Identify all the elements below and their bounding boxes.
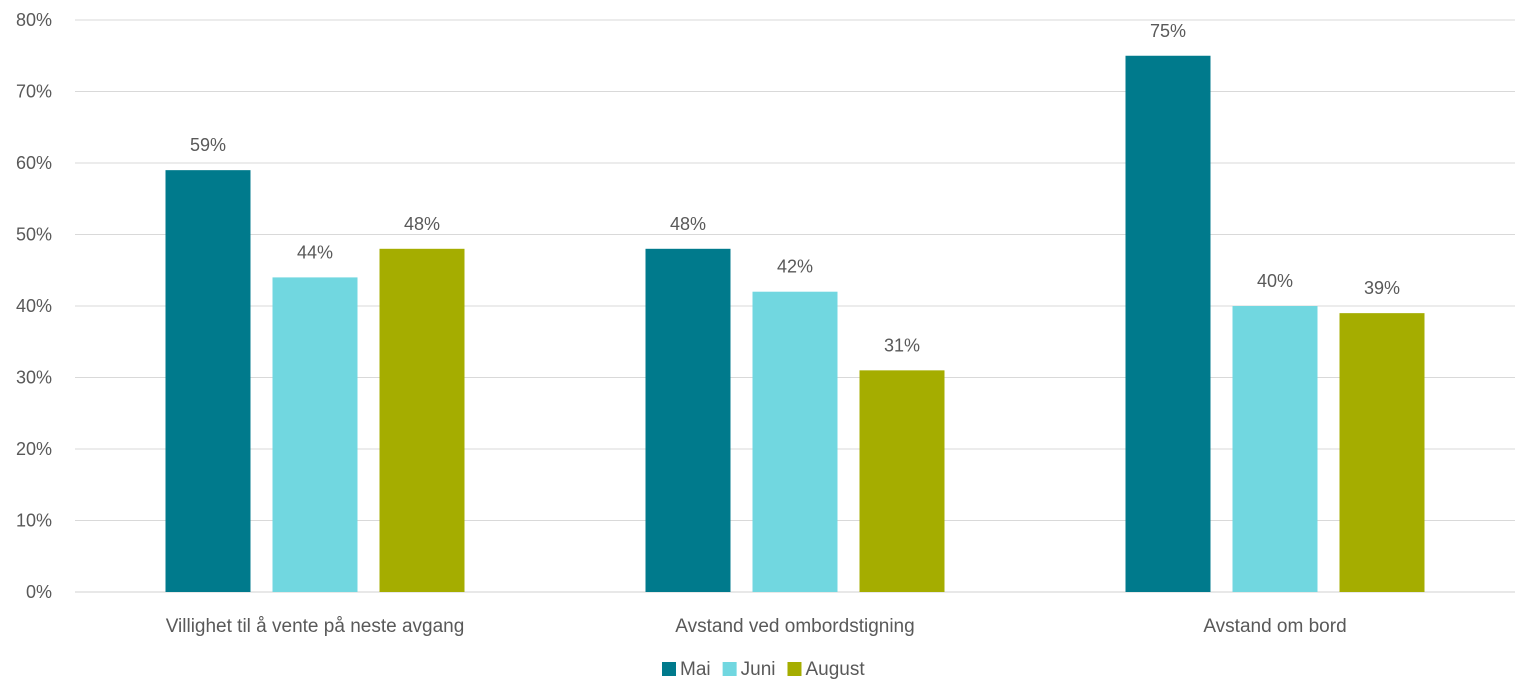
- legend-swatch-august: [787, 662, 802, 676]
- bar-juni-2: [752, 291, 838, 592]
- bar-mai-1: [165, 170, 251, 592]
- bar-august-2: [859, 370, 945, 592]
- category-labels: Villighet til å vente på neste avgang Avs…: [166, 616, 1347, 637]
- data-label: 42%: [777, 257, 813, 277]
- bar-august-3: [1339, 313, 1425, 592]
- data-label: 31%: [884, 335, 920, 355]
- legend-label-juni: Juni: [741, 659, 776, 680]
- legend-label-august: August: [805, 659, 865, 680]
- y-tick-label: 10%: [16, 511, 52, 531]
- bars: [165, 55, 1425, 593]
- y-tick-label: 20%: [16, 439, 52, 459]
- data-label: 75%: [1150, 21, 1186, 41]
- y-tick-label: 0%: [26, 582, 52, 602]
- data-labels: 59% 44% 48% 48% 42% 31% 75% 40% 39%: [190, 21, 1400, 356]
- y-tick-label: 40%: [16, 296, 52, 316]
- legend-swatch-juni: [722, 662, 737, 676]
- y-tick-label: 80%: [16, 10, 52, 30]
- legend-swatch-mai: [662, 662, 676, 676]
- data-label: 48%: [670, 214, 706, 234]
- legend: Mai Juni August: [662, 659, 865, 680]
- data-label: 40%: [1257, 271, 1293, 291]
- y-tick-label: 60%: [16, 153, 52, 173]
- y-tick-label: 30%: [16, 368, 52, 388]
- category-label: Villighet til å vente på neste avgang: [166, 616, 465, 637]
- data-label: 44%: [297, 242, 333, 262]
- bar-juni-1: [272, 277, 358, 592]
- bar-mai-3: [1125, 55, 1211, 592]
- data-label: 48%: [404, 214, 440, 234]
- data-label: 59%: [190, 135, 226, 155]
- category-label: Avstand om bord: [1203, 616, 1346, 637]
- bar-august-1: [379, 248, 465, 593]
- bar-juni-3: [1232, 306, 1318, 592]
- y-tick-label: 50%: [16, 225, 52, 245]
- category-label: Avstand ved ombordstigning: [675, 616, 914, 637]
- y-axis-tick-labels: 0% 10% 20% 30% 40% 50% 60% 70% 80%: [16, 10, 52, 602]
- legend-label-mai: Mai: [680, 659, 711, 680]
- y-tick-label: 70%: [16, 82, 52, 102]
- data-label: 39%: [1364, 278, 1400, 298]
- bar-mai-2: [645, 248, 731, 593]
